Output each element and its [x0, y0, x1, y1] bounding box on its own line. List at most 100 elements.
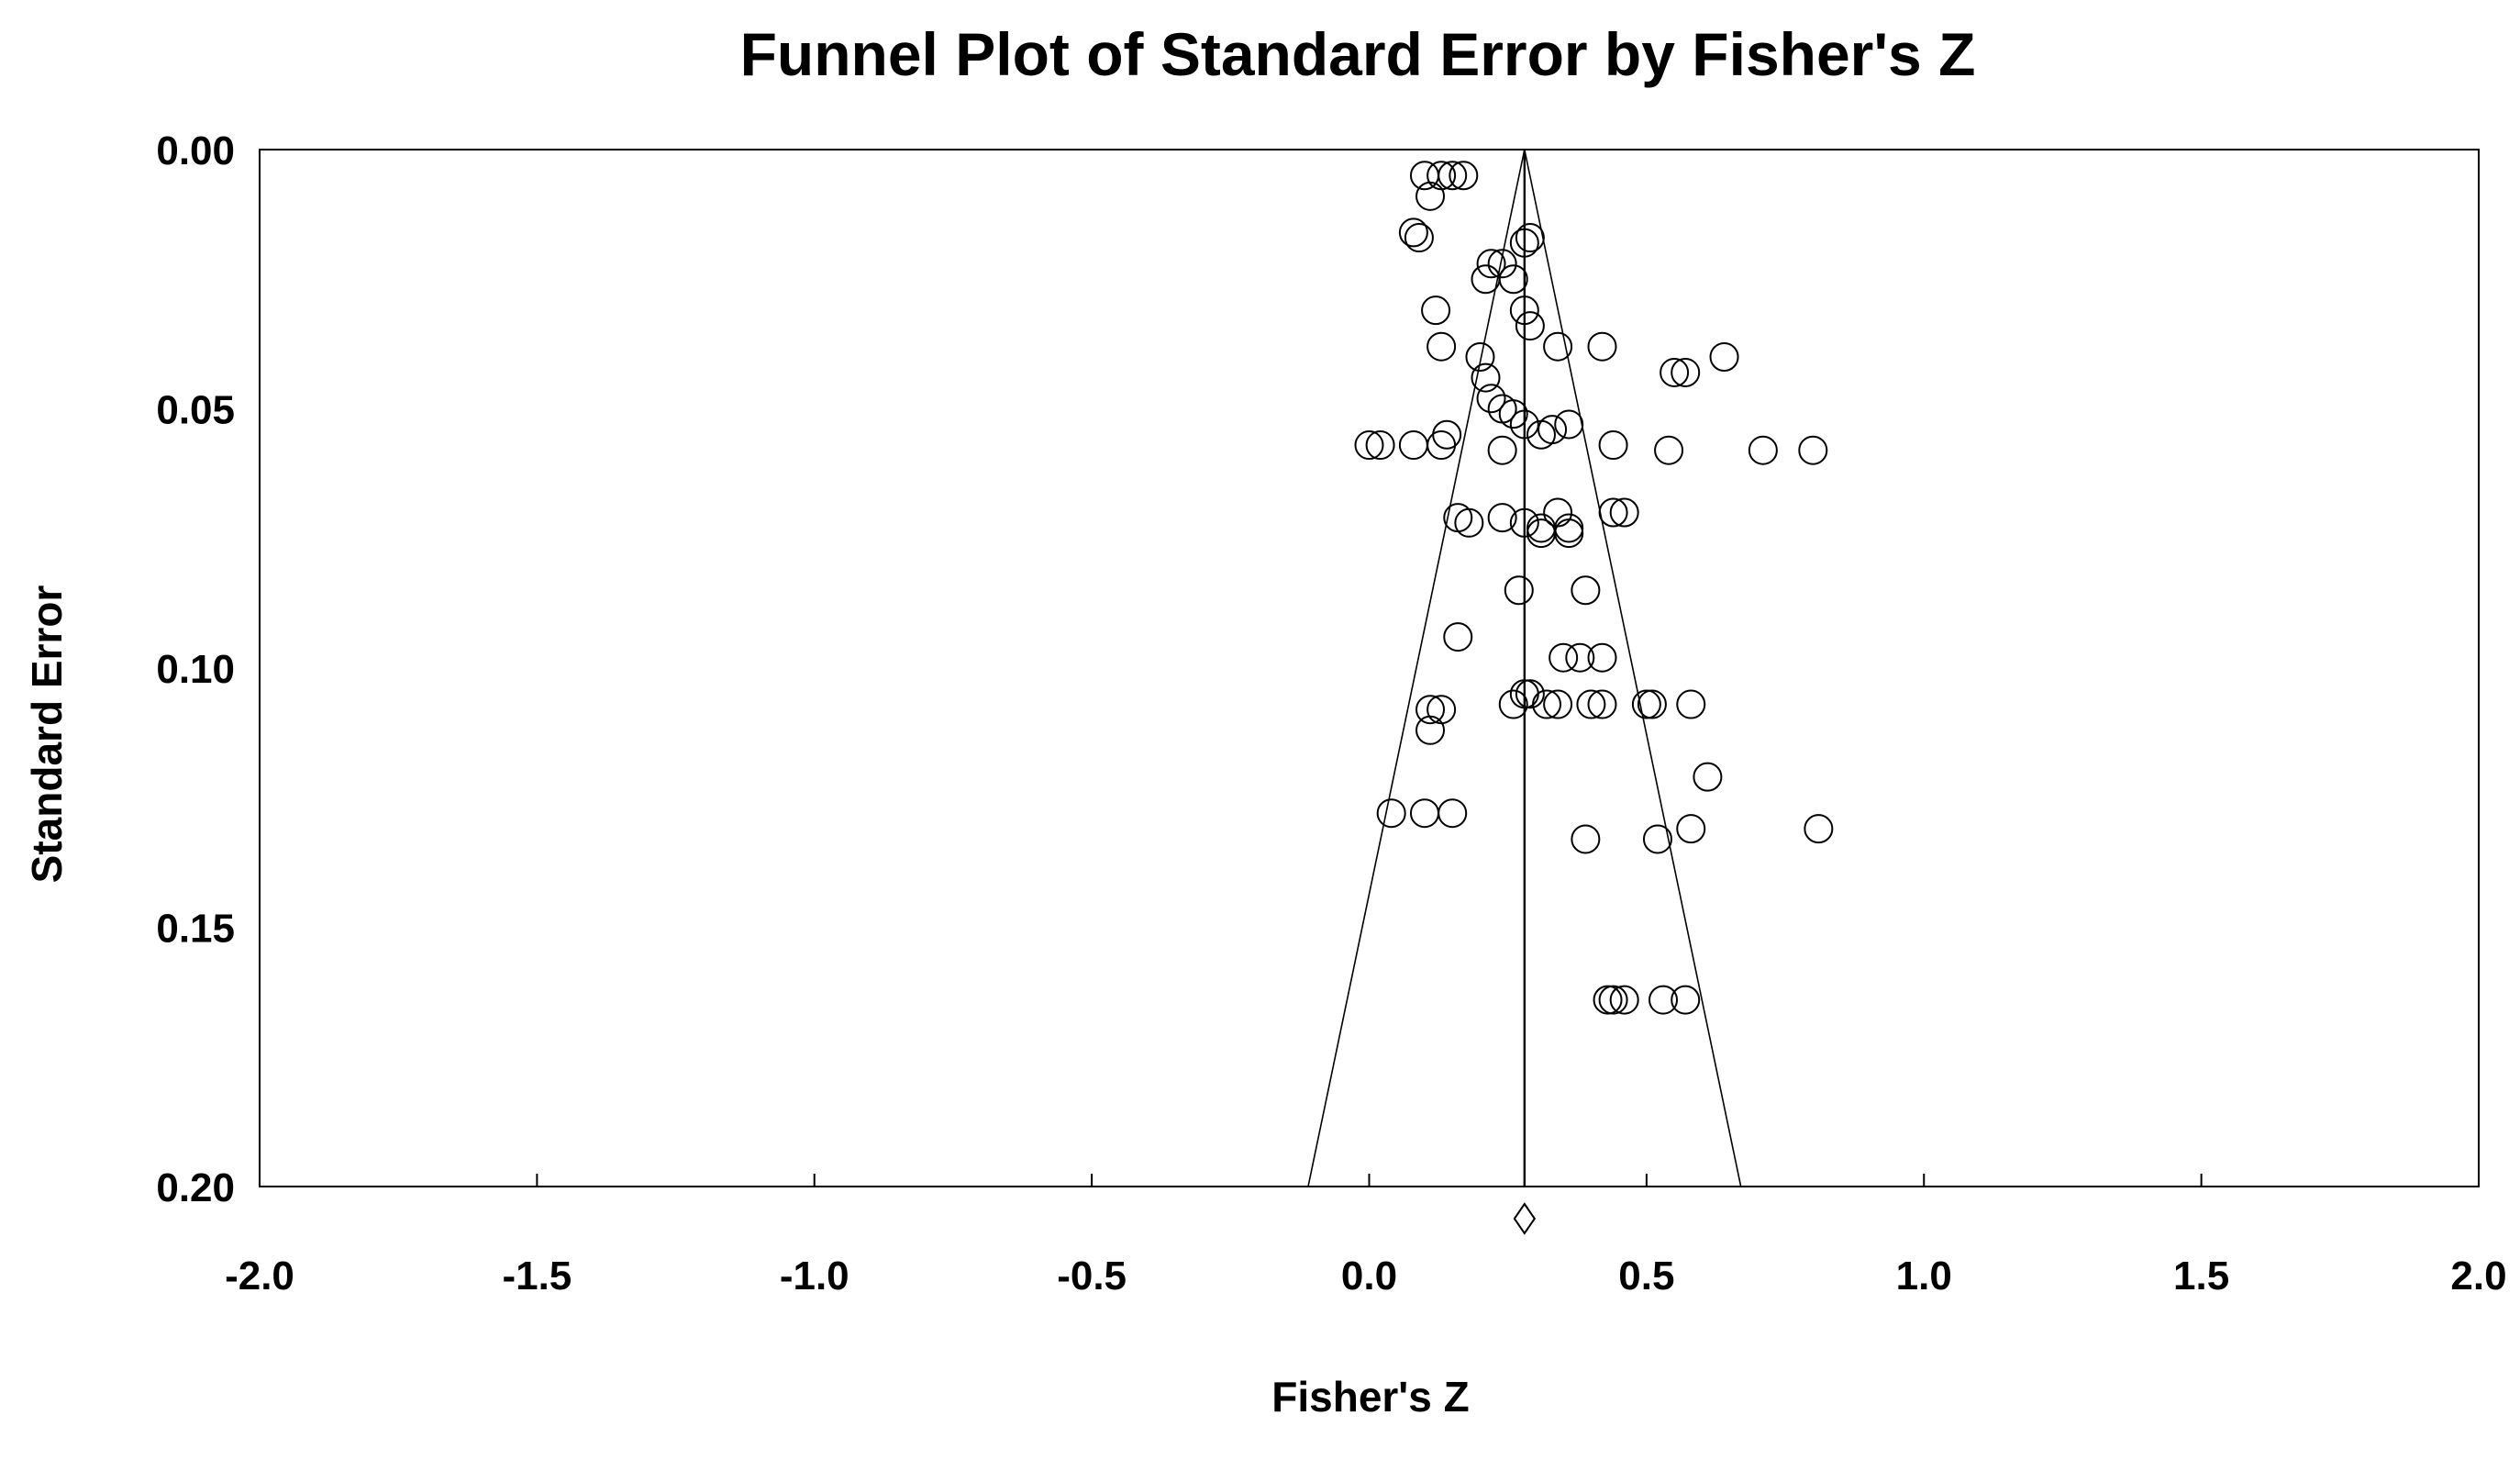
study-point — [1515, 679, 1545, 709]
y-axis-title: Standard Error — [23, 585, 71, 884]
study-point — [1543, 331, 1573, 362]
study-point — [1427, 695, 1457, 725]
data-points — [1354, 161, 1834, 1015]
study-point — [1509, 295, 1539, 326]
study-point — [1421, 295, 1451, 326]
study-point — [1409, 161, 1439, 191]
funnel-left-line — [1307, 149, 1526, 1187]
study-point — [1631, 689, 1661, 719]
study-point — [1515, 223, 1545, 253]
x-tick-label: -1.5 — [502, 1254, 572, 1298]
study-point — [1454, 507, 1484, 538]
funnel-lines — [1307, 149, 1742, 1187]
x-tick-label: 0.5 — [1618, 1254, 1674, 1298]
plot-area — [259, 149, 2480, 1187]
study-point — [1449, 161, 1479, 191]
x-tick-label: -2.0 — [225, 1254, 294, 1298]
study-point — [1543, 497, 1573, 528]
y-tick-label: 0.20 — [156, 1165, 235, 1210]
study-point — [1609, 985, 1639, 1015]
study-point — [1487, 503, 1517, 533]
summary-diamond — [1513, 1202, 1537, 1235]
study-point — [1526, 419, 1556, 450]
x-axis-title: Fisher's Z — [1271, 1373, 1469, 1421]
study-point — [1804, 814, 1834, 844]
funnel-right-line — [1524, 149, 1742, 1187]
x-axis-tick-labels: -2.0 -1.5 -1.0 -0.5 0.0 0.5 1.0 1.5 2.0 — [225, 1254, 2507, 1298]
study-point — [1593, 985, 1623, 1015]
y-tick-label: 0.05 — [156, 388, 235, 433]
study-point — [1432, 419, 1462, 450]
study-point — [1676, 814, 1706, 844]
study-point — [1587, 642, 1617, 673]
study-point — [1487, 435, 1517, 465]
study-point — [1798, 435, 1828, 465]
chart-title: Funnel Plot of Standard Error by Fisher'… — [740, 20, 1976, 88]
study-point — [1438, 798, 1468, 829]
study-point — [1654, 435, 1684, 465]
study-point — [1526, 513, 1556, 543]
x-tick-label: -1.0 — [780, 1254, 849, 1298]
study-point — [1538, 415, 1568, 445]
study-point — [1748, 435, 1778, 465]
study-point — [1476, 384, 1506, 414]
study-point — [1471, 264, 1501, 295]
study-point — [1554, 409, 1584, 440]
study-point — [1693, 762, 1723, 792]
study-point — [1365, 430, 1395, 461]
x-tick-label: 0.0 — [1341, 1254, 1397, 1298]
study-point — [1509, 409, 1539, 440]
study-point — [1498, 399, 1528, 429]
study-point — [1498, 689, 1528, 719]
study-point — [1443, 622, 1473, 652]
study-point — [1398, 217, 1428, 248]
x-tick-label: 1.0 — [1896, 1254, 1952, 1298]
study-point — [1415, 181, 1446, 211]
study-point — [1409, 798, 1439, 829]
study-point — [1354, 430, 1384, 461]
study-point — [1576, 689, 1606, 719]
study-point — [1509, 507, 1539, 538]
x-tick-label: -0.5 — [1057, 1254, 1127, 1298]
study-point — [1543, 689, 1573, 719]
study-point — [1427, 430, 1457, 461]
y-axis-tick-labels: 0.00 0.05 0.10 0.15 0.20 — [156, 128, 235, 1210]
study-point — [1476, 249, 1506, 279]
study-point — [1487, 249, 1517, 279]
study-point — [1504, 575, 1534, 606]
study-point — [1438, 161, 1468, 191]
study-point — [1609, 497, 1639, 528]
study-point — [1598, 497, 1628, 528]
study-point — [1649, 985, 1679, 1015]
study-point — [1427, 161, 1457, 191]
study-point — [1637, 689, 1667, 719]
x-axis-ticks — [259, 1174, 2480, 1187]
study-point — [1598, 430, 1628, 461]
y-tick-label: 0.00 — [156, 128, 235, 173]
summary-diamond-marker — [1513, 1202, 1537, 1235]
study-point — [1571, 575, 1601, 606]
study-point — [1471, 362, 1501, 393]
study-point — [1415, 695, 1446, 725]
study-point — [1465, 342, 1495, 372]
study-point — [1498, 264, 1528, 295]
study-point — [1671, 985, 1701, 1015]
study-point — [1415, 715, 1446, 745]
x-tick-label: 2.0 — [2450, 1254, 2506, 1298]
study-point — [1642, 824, 1672, 854]
study-point — [1532, 689, 1562, 719]
study-point — [1554, 518, 1584, 549]
study-point — [1376, 798, 1406, 829]
study-point — [1398, 430, 1428, 461]
study-point — [1554, 513, 1584, 543]
study-point — [1709, 342, 1739, 372]
study-point — [1676, 689, 1706, 719]
study-point — [1509, 228, 1539, 258]
study-point — [1671, 357, 1701, 387]
study-point — [1404, 223, 1434, 253]
y-tick-label: 0.10 — [156, 647, 235, 692]
study-point — [1598, 985, 1628, 1015]
y-tick-label: 0.15 — [156, 907, 235, 952]
study-point — [1660, 357, 1690, 387]
